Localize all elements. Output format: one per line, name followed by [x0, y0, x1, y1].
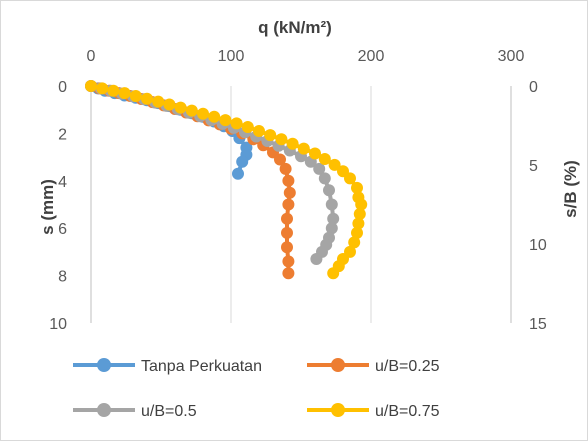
data-point — [282, 174, 295, 187]
series-group — [85, 80, 368, 280]
data-point — [325, 198, 338, 211]
y2-tick-label: 10 — [529, 237, 547, 254]
x-tick-label: 100 — [218, 48, 245, 65]
data-point — [107, 84, 120, 97]
data-point — [325, 222, 338, 235]
y-tick-label: 2 — [58, 126, 67, 143]
legend: Tanpa Perkuatan u/B=0.25 u/B=0.5 u/B=0.75 — [73, 358, 440, 420]
legend-item: u/B=0.75 — [307, 403, 440, 420]
y2-tick-label: 5 — [529, 158, 538, 175]
legend-item: u/B=0.25 — [307, 358, 440, 375]
data-point — [163, 98, 176, 111]
data-point — [141, 92, 153, 105]
data-point — [230, 117, 243, 130]
data-point — [236, 155, 249, 168]
data-point — [129, 90, 142, 102]
data-point — [264, 129, 277, 142]
legend-item: u/B=0.5 — [73, 403, 197, 420]
y-axis-title: s (mm) — [38, 179, 57, 235]
y-tick-label: 8 — [58, 269, 67, 286]
legend-swatch-marker — [331, 358, 345, 372]
x-tick-label: 0 — [87, 48, 96, 65]
y2-axis-title: s/B (%) — [561, 160, 580, 218]
data-point — [348, 236, 361, 249]
data-point — [232, 167, 244, 180]
data-point — [355, 198, 368, 211]
data-point — [352, 217, 365, 230]
legend-swatch-marker — [331, 403, 345, 417]
legend-label: u/B=0.75 — [375, 403, 440, 420]
data-point — [344, 172, 356, 185]
series-4 — [85, 80, 368, 280]
data-point — [241, 121, 254, 133]
data-point — [185, 104, 198, 117]
legend-label: u/B=0.25 — [375, 358, 440, 375]
y2-tick-label: 15 — [529, 316, 547, 333]
data-point — [208, 110, 221, 123]
data-point — [327, 212, 340, 225]
data-point — [323, 184, 335, 197]
x-tick-label: 300 — [498, 48, 525, 65]
legend-item: Tanpa Perkuatan — [73, 358, 262, 375]
x-tick-label: 200 — [358, 48, 385, 65]
data-point — [309, 147, 321, 160]
data-point — [310, 253, 323, 265]
data-point — [313, 162, 326, 175]
data-point — [297, 142, 310, 155]
data-point — [279, 162, 292, 175]
data-point — [274, 153, 286, 166]
data-point — [318, 153, 331, 165]
data-point — [118, 87, 131, 100]
data-point — [197, 107, 209, 120]
data-point — [219, 114, 232, 127]
data-point — [351, 181, 363, 194]
legend-swatch-marker — [97, 403, 111, 417]
data-point — [327, 267, 340, 280]
y-tick-label: 6 — [58, 221, 67, 238]
data-point — [281, 226, 293, 239]
data-point — [328, 158, 341, 171]
data-point — [282, 198, 295, 211]
y-tick-label: 10 — [49, 316, 67, 333]
legend-swatch-marker — [97, 358, 111, 372]
data-point — [353, 208, 366, 220]
grid-lines — [230, 86, 512, 323]
data-point — [253, 125, 265, 137]
data-point — [282, 267, 295, 280]
axes — [90, 86, 512, 323]
data-point — [318, 172, 331, 185]
data-point — [281, 212, 293, 225]
data-point — [152, 95, 165, 108]
data-point — [283, 186, 296, 199]
data-point — [174, 101, 187, 114]
x-axis-title: q (kN/m²) — [258, 18, 332, 37]
data-point — [96, 82, 109, 95]
data-point — [275, 133, 288, 146]
data-point — [286, 137, 299, 150]
data-point — [351, 226, 363, 239]
series-3 — [85, 80, 340, 265]
y-tick-label: 4 — [58, 174, 67, 191]
data-point — [282, 255, 295, 268]
legend-label: Tanpa Perkuatan — [141, 358, 262, 375]
data-point — [281, 241, 293, 254]
y2-tick-label: 0 — [529, 79, 538, 96]
y-tick-label: 0 — [58, 79, 67, 96]
legend-label: u/B=0.5 — [141, 403, 197, 420]
data-point — [85, 80, 97, 92]
